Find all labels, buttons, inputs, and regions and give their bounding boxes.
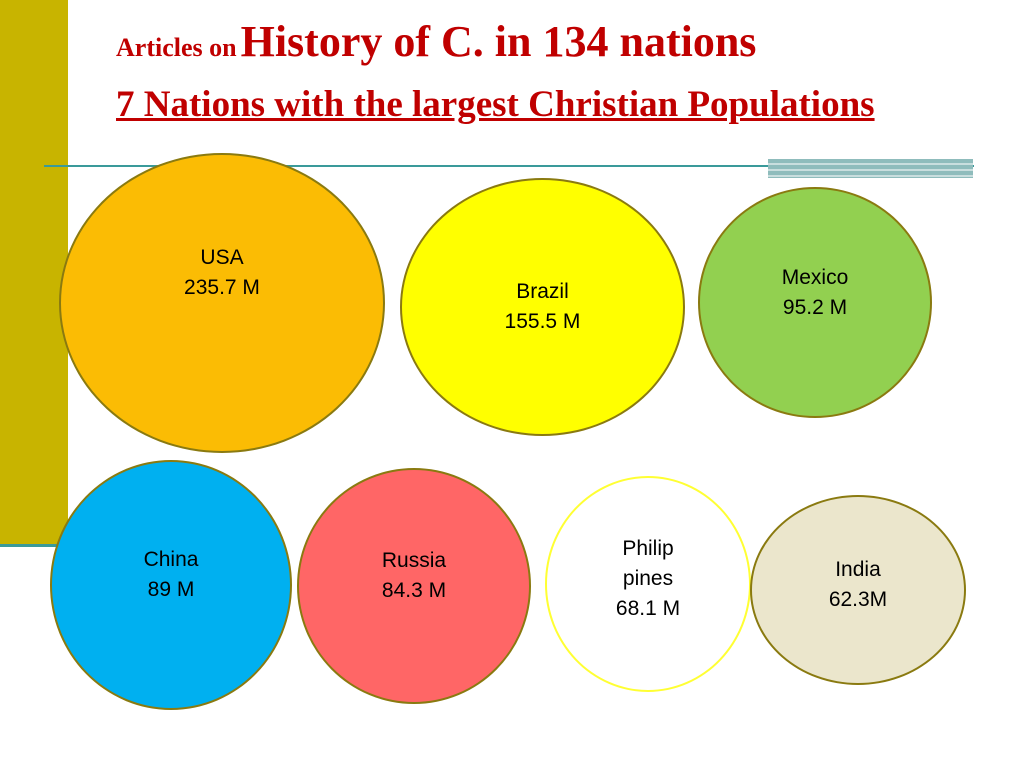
left-accent-bar xyxy=(0,0,68,546)
left-bar-divider xyxy=(0,544,68,547)
bubble-brazil: Brazil 155.5 M xyxy=(400,178,685,436)
title-divider xyxy=(44,165,974,167)
bubble-value: 84.3 M xyxy=(381,579,447,602)
bubble-russia: Russia 84.3 M xyxy=(297,468,531,704)
bubble-label: Brazil xyxy=(516,280,569,303)
bubble-value: 155.5 M xyxy=(504,310,581,333)
bubble-value: 68.1 M xyxy=(615,597,681,620)
bubble-philippines: Philip pines 68.1 M xyxy=(545,476,751,692)
bubble-label: Russia xyxy=(381,549,447,572)
bubble-label: China xyxy=(143,548,199,571)
bubble-value: 235.7 M xyxy=(184,276,260,299)
divider-accent xyxy=(768,159,973,178)
bubble-india: India 62.3M xyxy=(750,495,966,685)
title-main: History of C. in 134 nations xyxy=(240,17,757,66)
bubble-value: 95.2 M xyxy=(782,295,848,319)
bubble-usa: USA 235.7 M xyxy=(59,153,385,453)
bubble-label-line2: pines xyxy=(622,567,674,590)
bubble-label: Mexico xyxy=(781,265,849,289)
slide-title: Articles on History of C. in 134 nations xyxy=(116,17,996,66)
bubble-label-line1: Philip xyxy=(622,537,674,560)
bubble-label: India xyxy=(835,558,881,581)
bubble-value: 62.3M xyxy=(828,588,888,611)
bubble-mexico: Mexico 95.2 M xyxy=(698,187,932,418)
bubble-value: 89 M xyxy=(147,578,195,601)
title-prefix: Articles on xyxy=(116,33,237,62)
bubble-label: USA xyxy=(200,246,244,269)
slide-subtitle: 7 Nations with the largest Christian Pop… xyxy=(116,84,875,125)
bubble-china: China 89 M xyxy=(50,460,292,710)
